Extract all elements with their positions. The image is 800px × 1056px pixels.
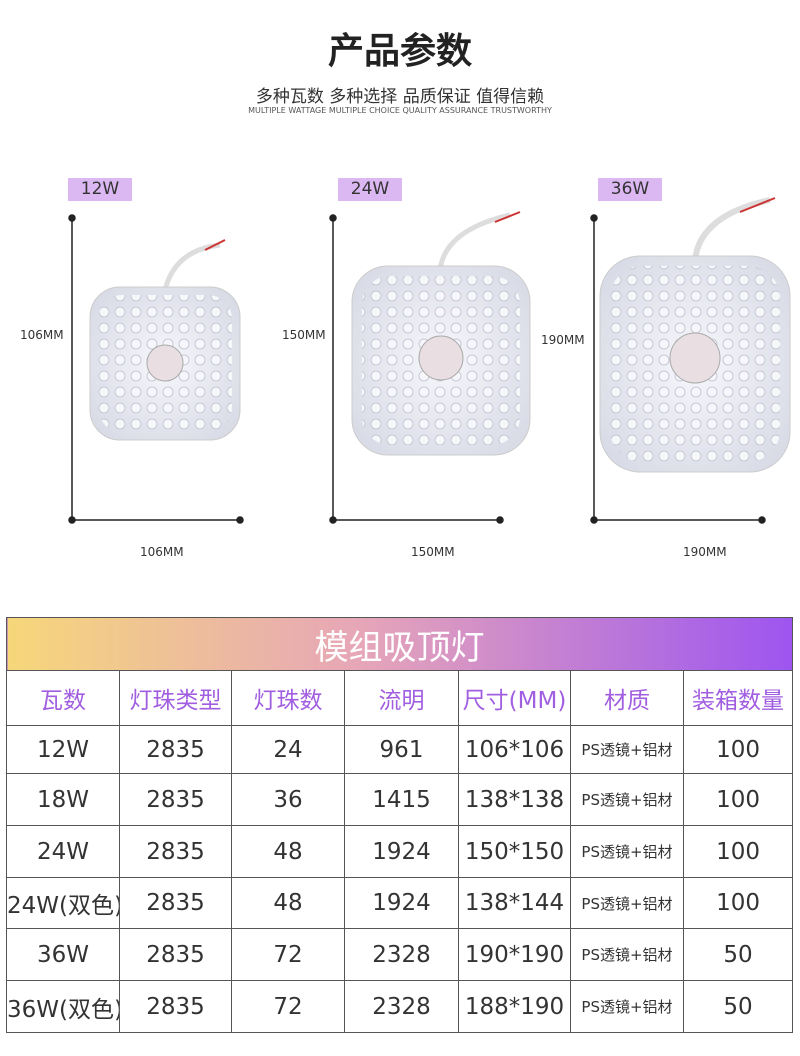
table-cell: 36W(双色) [6,980,120,1033]
table-cell: 2835 [119,825,232,878]
table-cell: 24 [231,725,345,774]
table-cell: 48 [231,825,345,878]
table-cell: 50 [682,928,794,981]
table-row: 18W 2835 36 1415 138*138 PS透镜+铝材 100 [6,773,794,826]
wattage-label: 12W [68,178,132,201]
table-row: 24W 2835 48 1924 150*150 PS透镜+铝材 100 [6,825,794,878]
table-cell: 100 [682,877,794,929]
table-cell: 2835 [119,773,232,826]
table-cell: 190*190 [458,928,571,981]
table-cell: 36 [231,773,345,826]
table-cell: 106*106 [458,725,571,774]
width-label: 150MM [411,545,455,559]
product-drawings [68,197,791,524]
table-cell: 36W [6,928,120,981]
table-cell: 138*144 [458,877,571,929]
table-cell: 150*150 [458,825,571,878]
table-row: 36W 2835 72 2328 190*190 PS透镜+铝材 50 [6,928,794,981]
subtitle-en: MULTIPLE WATTAGE MULTIPLE CHOICE QUALITY… [248,106,552,115]
column-header: 尺寸(MM) [458,670,571,726]
dimension-lines [68,214,766,524]
table-cell: 1924 [344,877,459,929]
table-cell: 1415 [344,773,459,826]
table-cell: PS透镜+铝材 [570,980,684,1033]
table-cell: 100 [682,725,794,774]
wattage-label: 24W [338,178,402,201]
table-cell: 138*138 [458,773,571,826]
column-header: 流明 [344,670,459,726]
header-row: 瓦数 灯珠类型 灯珠数 流明 尺寸(MM) 材质 装箱数量 [6,670,794,726]
height-label: 190MM [541,333,585,347]
spec-table: 模组吸顶灯 瓦数 灯珠类型 灯珠数 流明 尺寸(MM) 材质 装箱数量 12W 2835 24 961… [5,617,794,1033]
table-cell: PS透镜+铝材 [570,877,684,929]
table-cell: 961 [344,725,459,774]
table-cell: 50 [682,980,794,1033]
wattage-label: 36W [598,178,662,201]
table-cell: 2835 [119,980,232,1033]
table-cell: 72 [231,928,345,981]
width-label: 106MM [140,545,184,559]
table-cell: 100 [682,773,794,826]
table-cell: 1924 [344,825,459,878]
table-cell: 2835 [119,928,232,981]
column-header: 灯珠类型 [119,670,232,726]
column-header: 瓦数 [6,670,120,726]
height-label: 106MM [20,328,64,342]
table-cell: 100 [682,825,794,878]
table-cell: PS透镜+铝材 [570,773,684,826]
column-header: 材质 [570,670,684,726]
table-cell: 18W [6,773,120,826]
title: 产品参数 [327,31,472,72]
table-cell: 188*190 [458,980,571,1033]
subtitle: 多种瓦数 多种选择 品质保证 值得信赖 [255,87,545,107]
column-header: 装箱数量 [682,670,794,726]
table-row: 24W(双色) 2835 48 1924 138*144 PS透镜+铝材 100 [6,877,794,929]
column-header: 灯珠数 [231,670,345,726]
table-cell: 2835 [119,877,232,929]
led-modules [89,197,791,473]
table-cell: 72 [231,980,345,1033]
table-cell: PS透镜+铝材 [570,928,684,981]
table-cell: 12W [6,725,120,774]
table-row: 12W 2835 24 961 106*106 PS透镜+铝材 100 [6,725,794,774]
table-cell: 48 [231,877,345,929]
table-row: 36W(双色) 2835 72 2328 188*190 PS透镜+铝材 50 [6,980,794,1033]
table-cell: 24W(双色) [6,877,120,929]
width-label: 190MM [683,545,727,559]
table-cell: PS透镜+铝材 [570,825,684,878]
table-cell: 2328 [344,980,459,1033]
table-cell: 2328 [344,928,459,981]
table-cell: 2835 [119,725,232,774]
table-title: 模组吸顶灯 [5,617,794,671]
height-label: 150MM [282,328,326,342]
table-cell: 24W [6,825,120,878]
table-cell: PS透镜+铝材 [570,725,684,774]
